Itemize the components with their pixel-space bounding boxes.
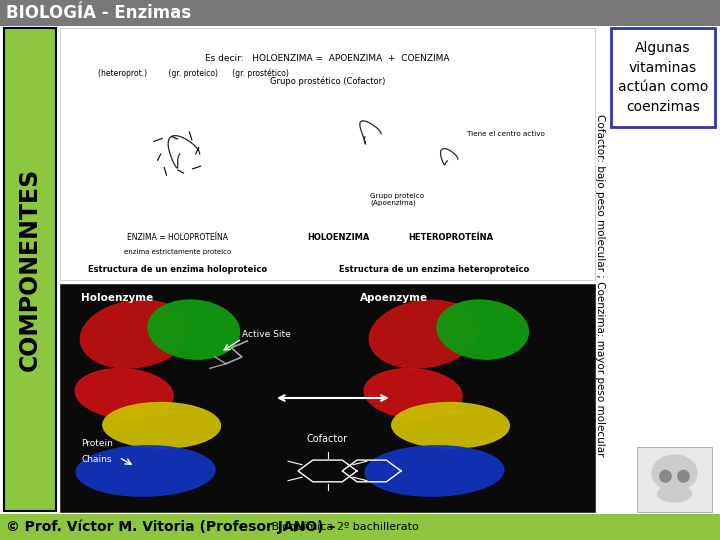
Text: (heteroprot.)         (gr. proteico)      (gr. prostético): (heteroprot.) (gr. proteico) (gr. prosté… xyxy=(99,69,289,78)
FancyBboxPatch shape xyxy=(60,28,595,280)
Text: Estructura de un enzima heteroproteico: Estructura de un enzima heteroproteico xyxy=(339,266,530,274)
Text: enzima estrictamente proteico: enzima estrictamente proteico xyxy=(124,249,231,255)
Text: Grupo prostético (Cofactor): Grupo prostético (Cofactor) xyxy=(270,76,385,86)
Text: Protein: Protein xyxy=(81,439,113,448)
Ellipse shape xyxy=(365,446,504,496)
Text: Cofactor: bajo peso molecular ; Coenzima: mayor peso molecular: Cofactor: bajo peso molecular ; Coenzima… xyxy=(595,114,605,456)
Ellipse shape xyxy=(76,446,215,496)
FancyBboxPatch shape xyxy=(611,28,715,127)
FancyBboxPatch shape xyxy=(637,447,712,512)
Ellipse shape xyxy=(660,470,671,482)
Ellipse shape xyxy=(103,402,220,448)
Text: Holoenzyme: Holoenzyme xyxy=(81,293,153,303)
Ellipse shape xyxy=(678,470,689,482)
Text: Active Site: Active Site xyxy=(242,329,291,339)
Text: Estructura de un enzima holoproteico: Estructura de un enzima holoproteico xyxy=(88,266,267,274)
Text: HOLOENZIMA: HOLOENZIMA xyxy=(307,233,369,242)
Ellipse shape xyxy=(437,300,528,359)
FancyBboxPatch shape xyxy=(0,0,720,26)
Text: Bioquímica 2º bachillerato: Bioquímica 2º bachillerato xyxy=(268,522,419,532)
Ellipse shape xyxy=(76,369,173,419)
Text: COMPONENTES: COMPONENTES xyxy=(18,168,42,371)
Text: BIOLOGÍA - Enzimas: BIOLOGÍA - Enzimas xyxy=(6,4,191,22)
Ellipse shape xyxy=(369,300,478,368)
Ellipse shape xyxy=(364,369,462,419)
Ellipse shape xyxy=(657,485,691,502)
Text: Chains: Chains xyxy=(81,455,112,464)
Text: Apoenzyme: Apoenzyme xyxy=(359,293,428,303)
Text: Cofactor: Cofactor xyxy=(307,434,348,444)
Text: © Prof. Víctor M. Vitoria (Profesor JANO) –: © Prof. Víctor M. Vitoria (Profesor JANO… xyxy=(6,519,336,534)
FancyBboxPatch shape xyxy=(60,284,595,512)
FancyBboxPatch shape xyxy=(4,28,56,511)
Text: Tiene el centro activo: Tiene el centro activo xyxy=(467,131,544,137)
Ellipse shape xyxy=(81,300,189,368)
FancyBboxPatch shape xyxy=(0,514,720,540)
Ellipse shape xyxy=(392,402,509,448)
Ellipse shape xyxy=(652,455,697,491)
Text: ENZIMA = HOLOPROTEÍNA: ENZIMA = HOLOPROTEÍNA xyxy=(127,233,228,242)
Ellipse shape xyxy=(148,300,240,359)
Text: Es decir:   HOLOENZIMA =  APOENZIMA  +  COENZIMA: Es decir: HOLOENZIMA = APOENZIMA + COENZ… xyxy=(205,54,450,63)
Text: Grupo proteico
(Apoenzima): Grupo proteico (Apoenzima) xyxy=(370,193,424,206)
Text: Algunas
vitaminas
actúan como
coenzimas: Algunas vitaminas actúan como coenzimas xyxy=(618,41,708,114)
Text: HETEROPROTEÍNA: HETEROPROTEÍNA xyxy=(408,233,493,242)
